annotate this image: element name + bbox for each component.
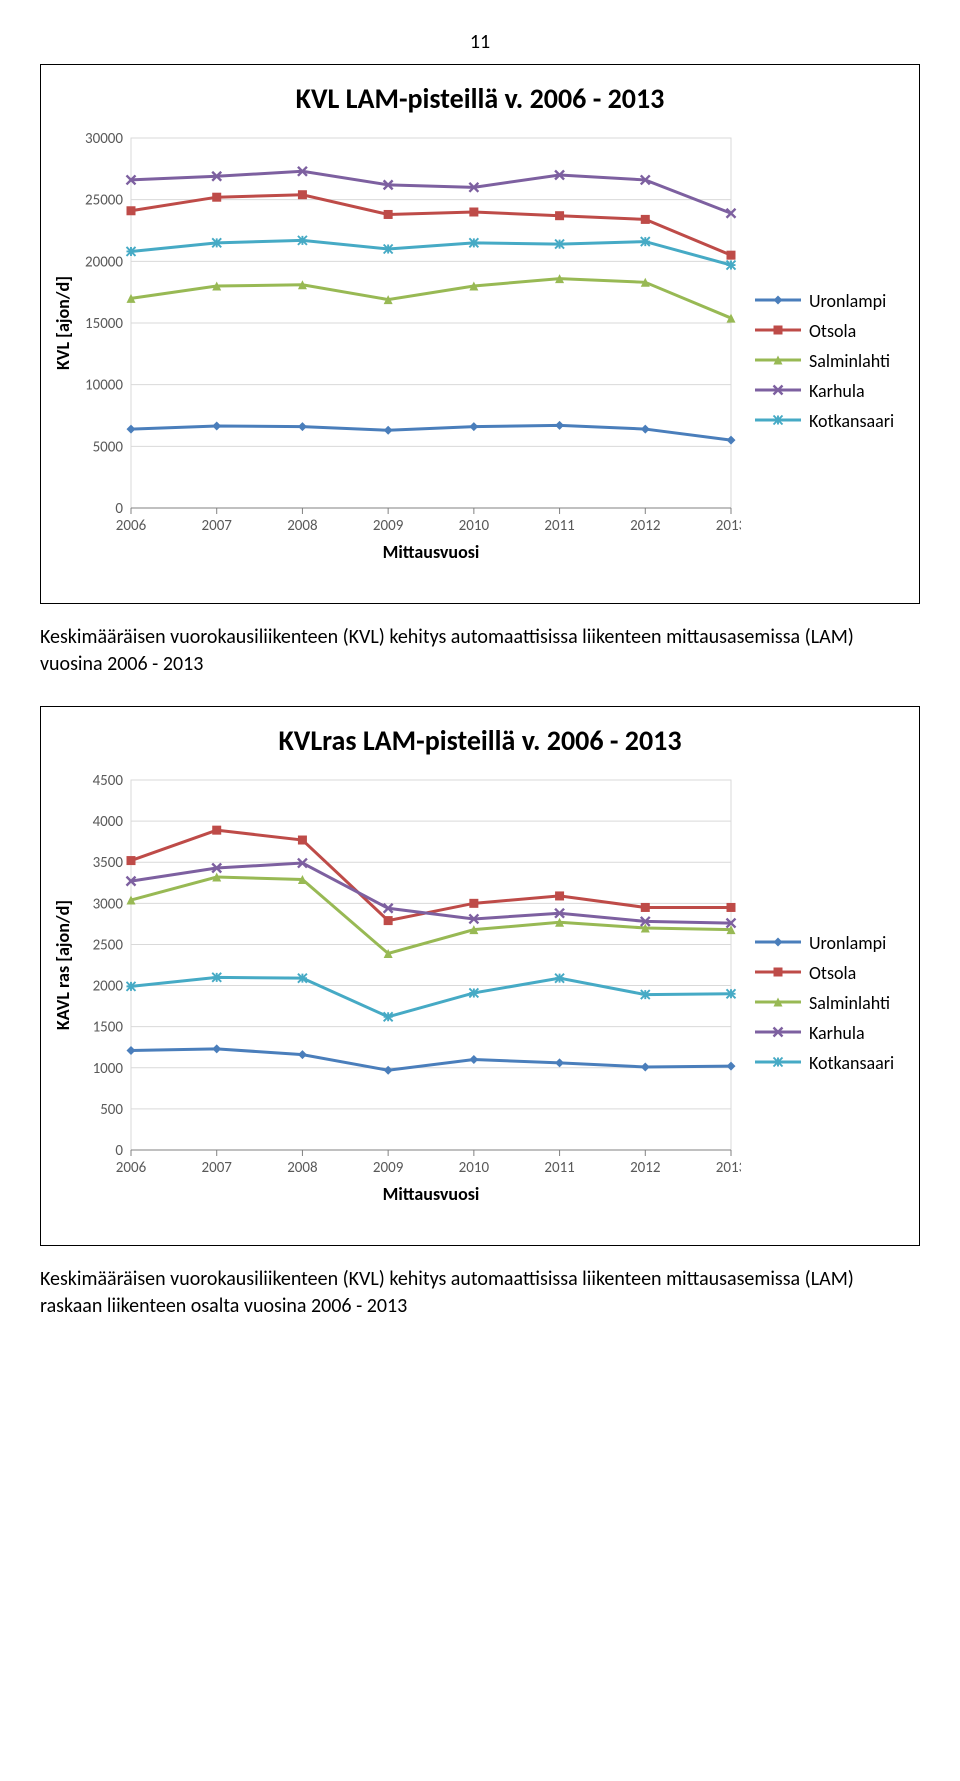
chart2-plot: 0 500 1000 1500 2000 2500 3000 3500 4000 4500 2006… bbox=[51, 770, 741, 1235]
svg-text:Mittausvuosi: Mittausvuosi bbox=[383, 541, 480, 563]
svg-text:25000: 25000 bbox=[85, 192, 123, 210]
chart2-body: 0 500 1000 1500 2000 2500 3000 3500 4000 4500 2006… bbox=[51, 770, 909, 1235]
legend-marker-icon bbox=[755, 992, 801, 1014]
svg-text:2010: 2010 bbox=[459, 1159, 490, 1177]
legend-item: Uronlampi bbox=[755, 932, 909, 954]
svg-text:2006: 2006 bbox=[116, 1159, 147, 1177]
legend-marker-icon bbox=[755, 410, 801, 432]
caption1: Keskimääräisen vuorokausiliikenteen (KVL… bbox=[40, 624, 920, 678]
legend-item: Salminlahti bbox=[755, 992, 909, 1014]
svg-text:2007: 2007 bbox=[202, 517, 233, 535]
legend-label: Salminlahti bbox=[809, 350, 890, 372]
svg-text:5000: 5000 bbox=[93, 438, 124, 456]
legend-label: Otsola bbox=[809, 320, 856, 342]
legend-marker-icon bbox=[755, 350, 801, 372]
svg-text:2009: 2009 bbox=[373, 517, 404, 535]
svg-text:2007: 2007 bbox=[202, 1159, 233, 1177]
svg-text:Mittausvuosi: Mittausvuosi bbox=[383, 1183, 480, 1205]
legend-marker-icon bbox=[755, 320, 801, 342]
svg-text:2000: 2000 bbox=[93, 978, 124, 996]
svg-text:2500: 2500 bbox=[93, 936, 124, 954]
legend-item: Karhula bbox=[755, 380, 909, 402]
svg-text:15000: 15000 bbox=[85, 315, 123, 333]
svg-text:4000: 4000 bbox=[93, 813, 124, 831]
legend-label: Otsola bbox=[809, 962, 856, 984]
svg-text:2009: 2009 bbox=[373, 1159, 404, 1177]
page-number: 11 bbox=[40, 30, 920, 54]
chart1-title: KVL LAM-pisteillä v. 2006 - 2013 bbox=[51, 81, 909, 116]
chart1-legend: Uronlampi Otsola Salminlahti Karhula Kotkans… bbox=[741, 282, 909, 440]
chart2-title: KVLras LAM-pisteillä v. 2006 - 2013 bbox=[51, 723, 909, 758]
svg-text:0: 0 bbox=[115, 500, 123, 518]
svg-text:2012: 2012 bbox=[630, 517, 660, 535]
legend-label: Uronlampi bbox=[809, 932, 886, 954]
legend-item: Karhula bbox=[755, 1022, 909, 1044]
svg-text:20000: 20000 bbox=[85, 253, 123, 271]
chart1-plot: 0 5000 10000 15000 20000 25000 30000 2006 2007 20… bbox=[51, 128, 741, 593]
svg-text:10000: 10000 bbox=[85, 377, 123, 395]
page: 11 KVL LAM-pisteillä v. 2006 - 2013 0 500… bbox=[0, 0, 960, 1388]
legend-marker-icon bbox=[755, 1022, 801, 1044]
svg-text:2013: 2013 bbox=[716, 517, 741, 535]
svg-text:2010: 2010 bbox=[459, 517, 490, 535]
legend-item: Kotkansaari bbox=[755, 1052, 909, 1074]
legend-label: Karhula bbox=[809, 1022, 865, 1044]
legend-label: Karhula bbox=[809, 380, 865, 402]
svg-text:2011: 2011 bbox=[544, 517, 574, 535]
svg-text:30000: 30000 bbox=[85, 130, 123, 148]
svg-text:3500: 3500 bbox=[93, 854, 124, 872]
legend-item: Salminlahti bbox=[755, 350, 909, 372]
legend-item: Otsola bbox=[755, 320, 909, 342]
legend-item: Otsola bbox=[755, 962, 909, 984]
svg-text:2008: 2008 bbox=[287, 1159, 317, 1177]
legend-item: Uronlampi bbox=[755, 290, 909, 312]
legend-label: Kotkansaari bbox=[809, 410, 894, 432]
legend-marker-icon bbox=[755, 380, 801, 402]
svg-text:0: 0 bbox=[115, 1142, 123, 1160]
svg-text:KVL [ajon/d]: KVL [ajon/d] bbox=[52, 276, 74, 370]
legend-label: Uronlampi bbox=[809, 290, 886, 312]
legend-label: Salminlahti bbox=[809, 992, 890, 1014]
chart2-container: KVLras LAM-pisteillä v. 2006 - 2013 0 500… bbox=[40, 706, 920, 1246]
caption2: Keskimääräisen vuorokausiliikenteen (KVL… bbox=[40, 1266, 920, 1320]
legend-label: Kotkansaari bbox=[809, 1052, 894, 1074]
chart1-body: 0 5000 10000 15000 20000 25000 30000 2006 2007 20… bbox=[51, 128, 909, 593]
chart1-container: KVL LAM-pisteillä v. 2006 - 2013 0 5000 10… bbox=[40, 64, 920, 604]
svg-text:2013: 2013 bbox=[716, 1159, 741, 1177]
legend-marker-icon bbox=[755, 1052, 801, 1074]
legend-marker-icon bbox=[755, 962, 801, 984]
svg-text:4500: 4500 bbox=[93, 772, 124, 790]
svg-text:2008: 2008 bbox=[287, 517, 317, 535]
svg-text:500: 500 bbox=[100, 1101, 123, 1119]
svg-text:KAVL ras [ajon/d]: KAVL ras [ajon/d] bbox=[52, 900, 74, 1030]
svg-text:2012: 2012 bbox=[630, 1159, 660, 1177]
legend-marker-icon bbox=[755, 290, 801, 312]
svg-text:1500: 1500 bbox=[93, 1019, 124, 1037]
legend-marker-icon bbox=[755, 932, 801, 954]
svg-text:1000: 1000 bbox=[93, 1060, 124, 1078]
legend-item: Kotkansaari bbox=[755, 410, 909, 432]
chart2-legend: Uronlampi Otsola Salminlahti Karhula Kotkans… bbox=[741, 924, 909, 1082]
svg-text:2011: 2011 bbox=[544, 1159, 574, 1177]
svg-text:2006: 2006 bbox=[116, 517, 147, 535]
svg-text:3000: 3000 bbox=[93, 895, 124, 913]
